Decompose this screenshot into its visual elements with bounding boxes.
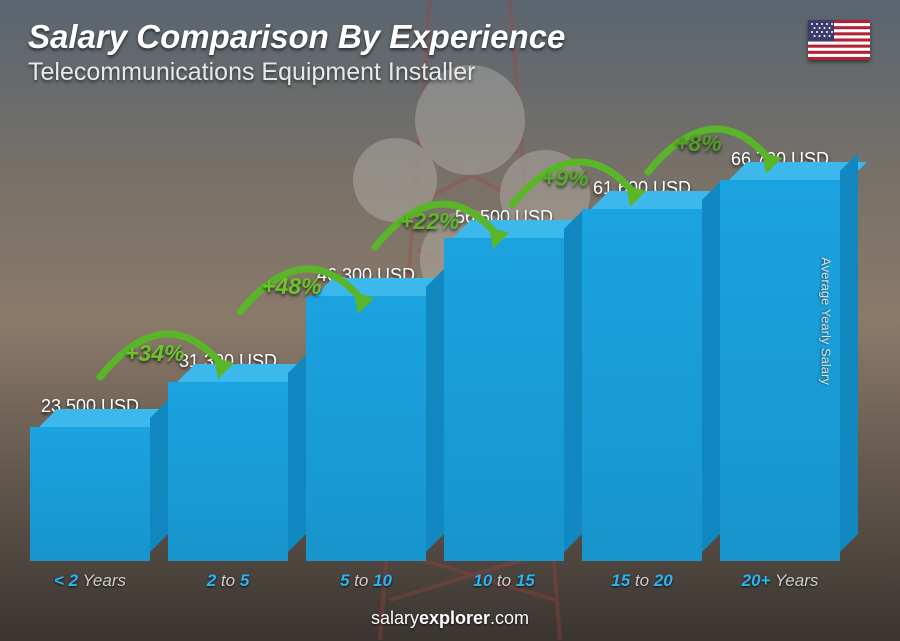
bar — [168, 382, 288, 561]
x-axis: < 2 Years 2 to 5 5 to 10 10 to 15 15 to 20 20… — [30, 571, 840, 591]
bar-group: 23,500 USD — [30, 396, 150, 561]
increase-label: +8% — [675, 130, 722, 157]
x-axis-label: 10 to 15 — [444, 571, 564, 591]
x-axis-label: 5 to 10 — [306, 571, 426, 591]
increase-label: +9% — [542, 165, 589, 192]
bar-group: 61,600 USD — [582, 178, 702, 561]
chart-title: Salary Comparison By Experience — [28, 18, 870, 56]
increase-label: +34% — [125, 340, 184, 367]
x-axis-label: < 2 Years — [30, 571, 150, 591]
bar-group: 31,300 USD — [168, 351, 288, 561]
bar-group: 56,500 USD — [444, 207, 564, 561]
x-axis-label: 2 to 5 — [168, 571, 288, 591]
increase-label: +22% — [400, 208, 459, 235]
bar-group: 46,300 USD — [306, 265, 426, 561]
chart-area: 23,500 USD31,300 USD46,300 USD56,500 USD… — [30, 110, 840, 591]
y-axis-label: Average Yearly Salary — [819, 257, 834, 385]
x-axis-label: 20+ Years — [720, 571, 840, 591]
chart-subtitle: Telecommunications Equipment Installer — [28, 58, 870, 87]
us-flag-icon — [808, 20, 870, 60]
bar — [444, 238, 564, 561]
increase-label: +48% — [262, 273, 321, 300]
x-axis-label: 15 to 20 — [582, 571, 702, 591]
bar — [306, 296, 426, 561]
bar — [582, 209, 702, 561]
bar — [30, 427, 150, 561]
footer-attribution: salaryexplorer.com — [0, 608, 900, 629]
